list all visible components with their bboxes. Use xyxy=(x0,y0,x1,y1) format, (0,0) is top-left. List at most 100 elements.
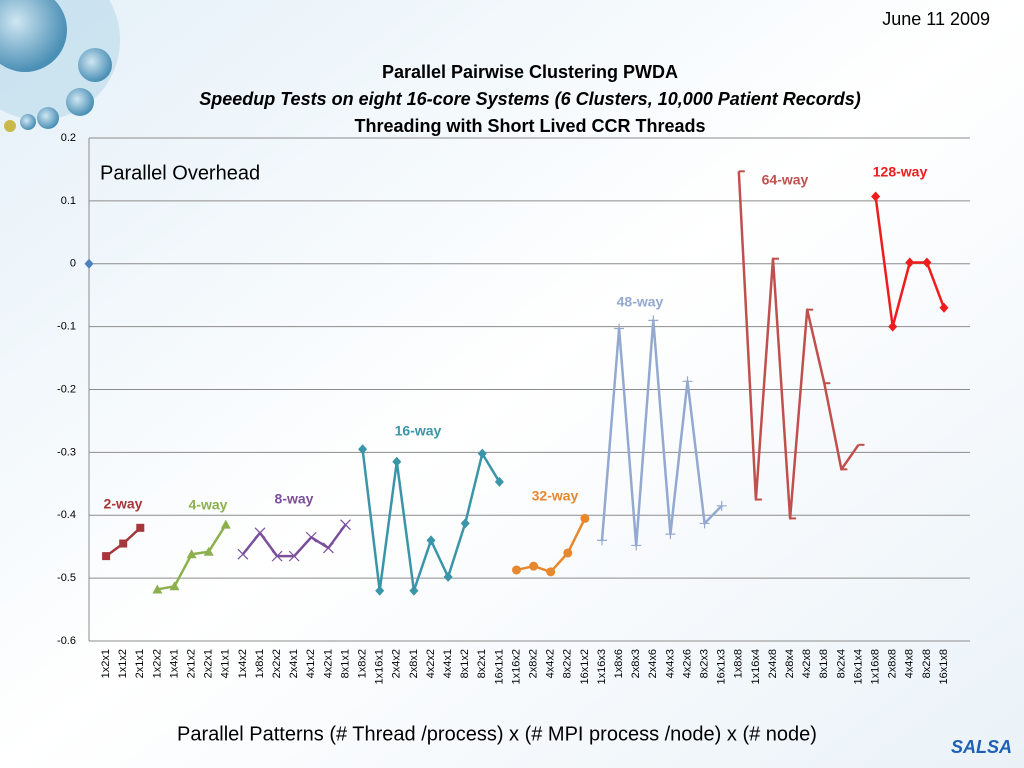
x-tick-label: 4x2x2 xyxy=(425,649,437,678)
x-tick-label: 8x2x2 xyxy=(562,649,574,678)
x-axis-label: Parallel Patterns (# Thread /process) x … xyxy=(177,723,817,745)
x-tick-label: 2x8x1 xyxy=(408,649,420,678)
y-tick-label: -0.6 xyxy=(57,635,76,647)
marker xyxy=(136,523,145,532)
x-tick-label: 2x2x1 xyxy=(203,649,215,678)
marker xyxy=(597,535,607,546)
x-tick-label: 8x1x1 xyxy=(339,649,351,678)
x-tick-label: 4x4x3 xyxy=(664,649,676,678)
annotation: Parallel Overhead xyxy=(100,162,260,184)
marker xyxy=(699,518,710,529)
x-tick-label: 1x4x1 xyxy=(168,649,180,678)
chart-subtitle: Threading with Short Lived CCR Threads xyxy=(354,116,705,136)
x-tick-label: 1x8x2 xyxy=(357,649,369,678)
x-tick-label: 2x4x6 xyxy=(647,649,659,678)
marker xyxy=(271,550,283,562)
x-tick-label: 16x1x2 xyxy=(579,649,591,684)
y-tick-label: -0.5 xyxy=(57,572,76,584)
marker xyxy=(922,257,932,268)
marker xyxy=(220,519,231,529)
marker xyxy=(580,513,590,523)
marker xyxy=(426,535,436,546)
x-tick-label: 1x8x8 xyxy=(733,649,745,678)
y-tick-label: -0.1 xyxy=(57,321,76,333)
marker xyxy=(716,500,727,511)
x-tick-label: 4x4x8 xyxy=(904,649,916,678)
x-tick-label: 1x8x1 xyxy=(254,649,266,678)
x-tick-label: 4x2x8 xyxy=(801,649,813,678)
marker xyxy=(443,571,453,582)
x-tick-label: 16x1x1 xyxy=(493,649,505,684)
y-tick-label: 0.2 xyxy=(61,132,76,144)
marker xyxy=(871,191,881,202)
marker xyxy=(322,542,334,554)
x-tick-label: 4x4x2 xyxy=(545,649,557,678)
x-tick-label: 1x16x2 xyxy=(510,649,522,684)
marker xyxy=(682,376,693,387)
y-tick-label: -0.3 xyxy=(57,446,76,458)
marker xyxy=(288,550,300,562)
marker xyxy=(119,539,128,548)
series-label: 128-way xyxy=(873,164,928,180)
marker xyxy=(169,581,180,591)
x-tick-label: 2x8x2 xyxy=(528,649,540,678)
marker xyxy=(102,552,111,561)
date: June 11 2009 xyxy=(882,9,990,29)
logo: SALSA xyxy=(951,737,1012,757)
y-tick-label: 0 xyxy=(70,258,76,270)
marker xyxy=(203,546,214,556)
marker xyxy=(152,584,163,594)
marker xyxy=(340,519,351,531)
marker xyxy=(84,258,94,269)
x-tick-label: 1x4x2 xyxy=(237,649,249,678)
marker xyxy=(375,585,385,596)
x-tick-label: 4x1x2 xyxy=(305,649,317,678)
marker xyxy=(477,448,487,459)
marker xyxy=(358,444,368,455)
x-tick-label: 1x2x2 xyxy=(151,649,163,678)
series-line xyxy=(737,171,860,520)
x-tick-label: 1x16x8 xyxy=(870,649,882,684)
marker xyxy=(494,476,504,487)
marker xyxy=(529,561,539,571)
marker xyxy=(512,565,521,575)
series-label: 2-way xyxy=(104,496,143,512)
x-tick-label: 2x8x4 xyxy=(784,649,796,678)
marker xyxy=(631,540,642,551)
series-line xyxy=(600,319,723,547)
x-tick-label: 2x1x1 xyxy=(134,649,146,678)
x-tick-label: 4x4x1 xyxy=(442,649,454,678)
marker xyxy=(186,549,197,559)
x-tick-label: 8x2x3 xyxy=(699,649,711,678)
marker xyxy=(665,529,676,540)
x-tick-label: 4x2x1 xyxy=(322,649,334,678)
x-tick-label: 1x16x1 xyxy=(374,649,386,684)
series-label: 4-way xyxy=(189,497,228,513)
x-tick-label: 2x1x2 xyxy=(186,649,198,678)
x-tick-label: 2x8x3 xyxy=(630,649,642,678)
x-tick-label: 1x2x1 xyxy=(100,649,112,678)
x-tick-label: 1x1x2 xyxy=(117,649,129,678)
series-label: 16-way xyxy=(395,423,442,439)
marker xyxy=(939,302,949,313)
chart-title: Parallel Pairwise Clustering PWDA xyxy=(382,62,678,82)
x-tick-label: 8x1x2 xyxy=(459,649,471,678)
marker xyxy=(460,518,470,529)
x-tick-label: 4x2x6 xyxy=(681,649,693,678)
x-tick-label: 16x1x8 xyxy=(938,649,950,684)
marker xyxy=(305,531,317,543)
marker xyxy=(905,257,915,268)
decoration xyxy=(0,0,120,132)
x-tick-label: 16x1x3 xyxy=(716,649,728,684)
y-tick-label: -0.2 xyxy=(57,383,76,395)
x-tick-label: 16x1x4 xyxy=(852,649,864,684)
marker xyxy=(254,527,266,539)
marker xyxy=(614,323,625,334)
x-tick-label: 2x4x2 xyxy=(391,649,403,678)
series-label: 32-way xyxy=(532,488,579,504)
x-tick-label: 2x2x2 xyxy=(271,649,283,678)
marker xyxy=(648,315,659,326)
